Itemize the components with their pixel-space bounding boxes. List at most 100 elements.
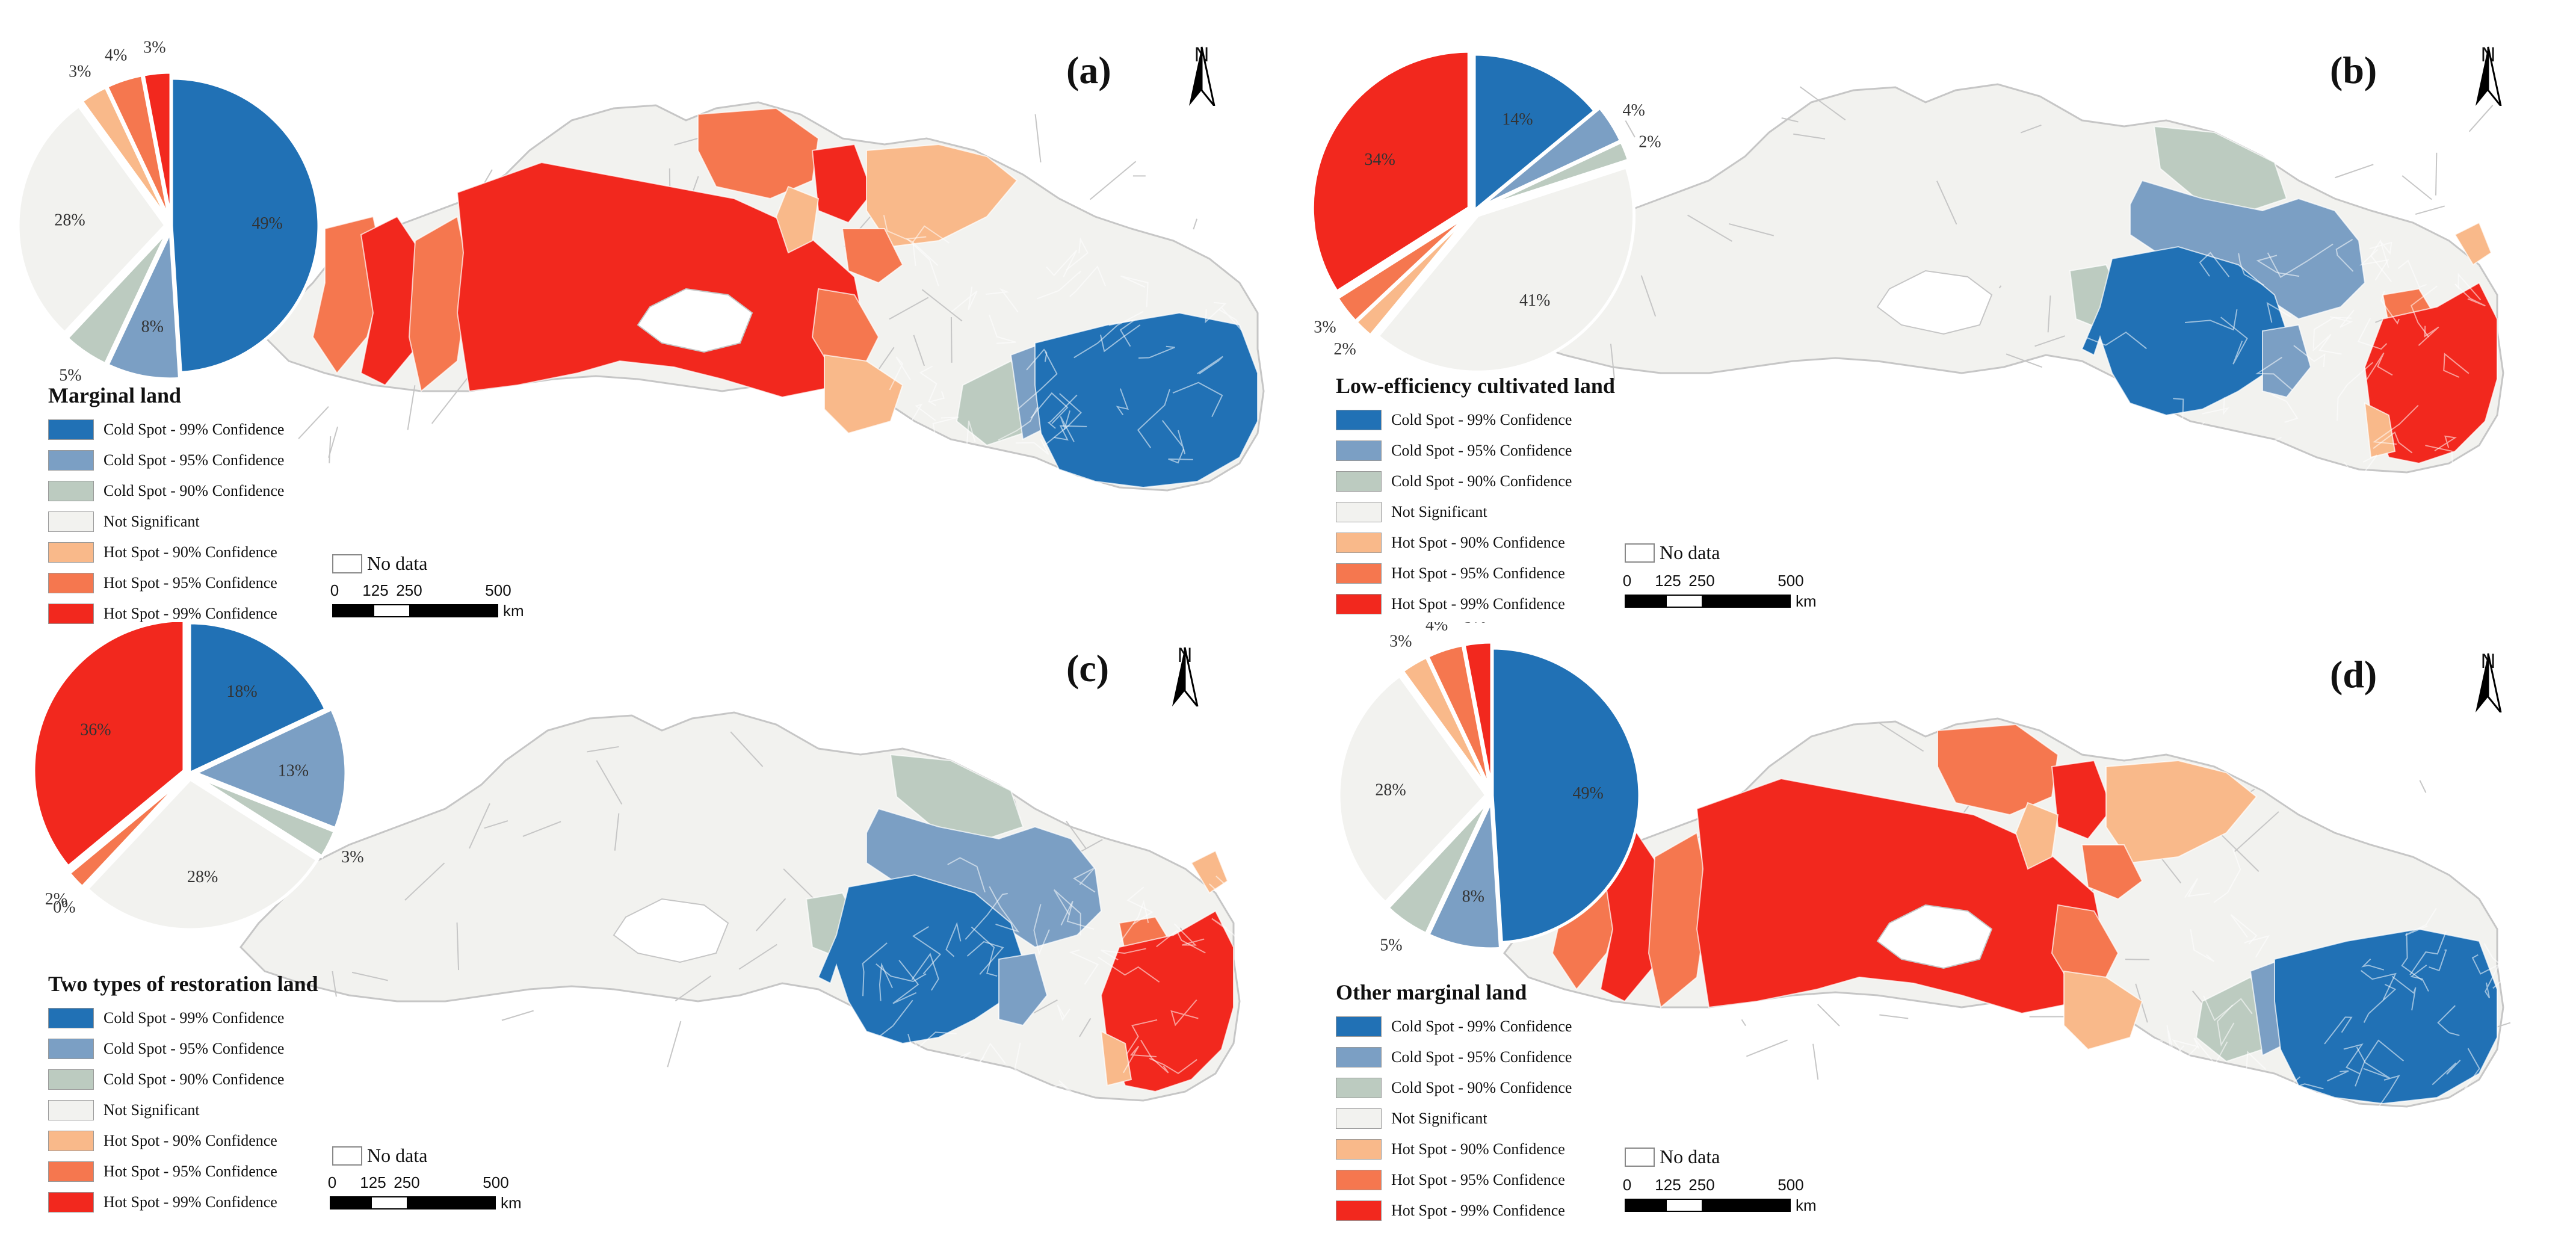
- no-data-key-a: No data: [332, 552, 427, 575]
- pie-slice-label: 2%: [45, 890, 67, 909]
- scale-tick-label: 125: [1655, 572, 1681, 590]
- district-boundary: [2391, 975, 2417, 1011]
- legend-label: Cold Spot - 90% Confidence: [1391, 472, 1572, 490]
- legend-swatch: [48, 480, 94, 501]
- district-boundary: [2312, 317, 2352, 349]
- scale-tick-label: 250: [1688, 1176, 1715, 1194]
- hotspot-region: [2081, 844, 2143, 900]
- legend-label: Cold Spot - 95% Confidence: [103, 1039, 285, 1057]
- legend-item: Cold Spot - 95% Confidence: [1336, 435, 1615, 466]
- scale-unit: km: [503, 602, 524, 620]
- district-boundary: [298, 406, 329, 439]
- north-arrow-d: N: [2467, 650, 2509, 734]
- district-boundary: [2373, 1075, 2400, 1115]
- no-data-area: [1876, 904, 1993, 969]
- district-boundary: [2432, 1060, 2461, 1086]
- district-boundary: [484, 820, 508, 829]
- district-boundary: [2360, 970, 2397, 1000]
- no-data-swatch: [1625, 543, 1655, 563]
- pie-slice: [188, 622, 328, 776]
- district-boundary: [2343, 1043, 2364, 1075]
- legend-item: Hot Spot - 95% Confidence: [1336, 1164, 1572, 1195]
- district-boundary: [912, 225, 950, 266]
- scale-tick-label: 0: [327, 1173, 337, 1191]
- district-boundary: [2193, 1037, 2228, 1066]
- district-boundary: [1053, 889, 1081, 936]
- district-boundary: [2357, 318, 2388, 350]
- district-boundary: [404, 862, 445, 901]
- district-boundary: [1043, 393, 1082, 446]
- pie-slice: [67, 776, 187, 889]
- district-boundary: [2047, 295, 2051, 333]
- legend-swatch: [1336, 1108, 1382, 1129]
- scale-tick-label: 250: [394, 1173, 420, 1191]
- map-c: [239, 711, 1241, 1104]
- district-boundary: [1161, 420, 1186, 454]
- scale-tick-label: 500: [483, 1173, 509, 1191]
- legend-item: Hot Spot - 99% Confidence: [1336, 1195, 1572, 1226]
- legend-item: Cold Spot - 99% Confidence: [48, 414, 284, 445]
- district-boundary: [431, 376, 469, 424]
- district-boundary: [2184, 309, 2238, 331]
- district-boundary: [1211, 918, 1240, 942]
- district-boundary: [2034, 335, 2065, 347]
- district-boundary: [889, 297, 929, 320]
- legend-item: Not Significant: [1336, 496, 1615, 527]
- district-boundary: [456, 922, 460, 971]
- pie-slice: [194, 774, 337, 859]
- legend-title: Marginal land: [48, 383, 182, 407]
- scale-tick-label: 250: [396, 581, 422, 599]
- pie-slice-label: 3%: [1389, 632, 1412, 651]
- legend-label: Cold Spot - 95% Confidence: [103, 451, 285, 469]
- district-boundary: [2250, 1088, 2266, 1120]
- district-boundary: [946, 1056, 985, 1089]
- pie-slice-label: 4%: [105, 46, 127, 65]
- legend-label: Hot Spot - 99% Confidence: [103, 604, 277, 622]
- district-boundary: [1625, 120, 1635, 138]
- district-boundary: [966, 941, 1004, 975]
- pie-chart-d: 49% 8% 5% 28% 3% 4% 3%: [1337, 622, 1642, 954]
- district-boundary: [1101, 948, 1146, 960]
- district-boundary: [407, 385, 416, 430]
- pie-slice: [1479, 140, 1631, 210]
- district-boundary: [1034, 114, 1042, 162]
- pie-slice-label: 5%: [59, 366, 81, 385]
- district-boundary: [2397, 259, 2427, 288]
- legend-swatch: [1336, 1169, 1382, 1190]
- legend-label: Hot Spot - 90% Confidence: [1391, 1140, 1565, 1158]
- district-boundary: [1015, 438, 1049, 455]
- hotspot-region: [1190, 850, 1229, 894]
- legend-label: Hot Spot - 90% Confidence: [103, 1131, 277, 1149]
- map-d: [1503, 717, 2512, 1126]
- legend-item: Hot Spot - 90% Confidence: [1336, 1134, 1572, 1164]
- legend-item: Cold Spot - 90% Confidence: [48, 1064, 318, 1095]
- no-data-area: [1876, 270, 1993, 335]
- district-boundary: [2443, 353, 2469, 378]
- district-boundary: [2380, 291, 2400, 325]
- pie-slice-label: 14%: [1502, 110, 1533, 129]
- pie-slice-label: 3%: [341, 848, 363, 867]
- legend-item: Hot Spot - 90% Confidence: [48, 1125, 318, 1156]
- district-boundary: [1069, 265, 1107, 297]
- district-boundary: [1017, 351, 1058, 410]
- legend-label: Cold Spot - 99% Confidence: [1391, 410, 1572, 428]
- legend-label: Cold Spot - 99% Confidence: [103, 420, 285, 438]
- legend-title: Two types of restoration land: [48, 972, 318, 996]
- legend-label: Not Significant: [1391, 502, 1487, 521]
- scale-tick-label: 0: [330, 581, 339, 599]
- pie-slice: [1376, 165, 1636, 374]
- district-boundary: [889, 356, 911, 391]
- district-boundary: [1168, 448, 1193, 464]
- pie-slice: [1426, 800, 1503, 951]
- panel-d: 49% 8% 5% 28% 3% 4% 3% (d) N Other marginal la…: [1288, 622, 2575, 1244]
- district-boundary: [614, 813, 620, 851]
- district-boundary: [951, 286, 978, 312]
- pie-slice-label: 28%: [1375, 780, 1406, 799]
- hotspot-region: [456, 161, 868, 398]
- legend-swatch: [1336, 440, 1382, 461]
- hotspot-region: [360, 215, 422, 386]
- district-boundary: [1066, 820, 1087, 850]
- pie-slice-label: 2%: [1333, 340, 1356, 359]
- district-boundary: [2454, 283, 2486, 307]
- district-boundary: [2485, 965, 2500, 999]
